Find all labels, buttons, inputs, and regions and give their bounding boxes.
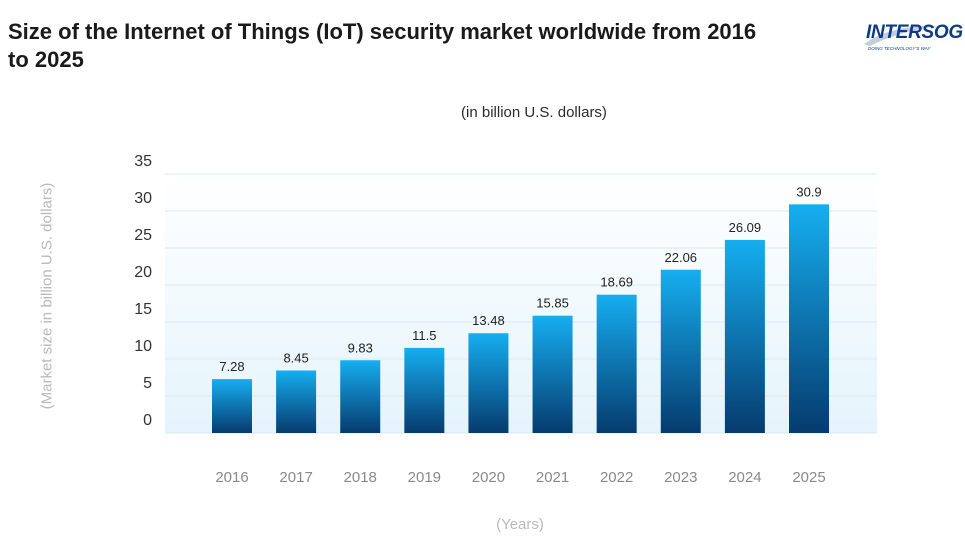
data-label: 8.45 <box>283 350 308 365</box>
y-tick-label: 30 <box>134 190 152 207</box>
y-tick-label: 15 <box>134 301 152 318</box>
data-label: 7.28 <box>219 359 244 374</box>
bar <box>596 294 637 433</box>
logo-wordmark: INTERSOG <box>866 22 963 43</box>
data-label: 18.69 <box>600 275 633 290</box>
chart-subtitle: (in billion U.S. dollars) <box>461 104 607 121</box>
bar <box>660 269 701 433</box>
bar <box>212 379 252 433</box>
x-tick-label: 2016 <box>215 469 248 486</box>
x-tick-label: 2018 <box>344 469 377 486</box>
y-tick-label: 25 <box>134 227 152 244</box>
data-label: 11.5 <box>412 328 436 343</box>
x-tick-label: 2025 <box>792 469 825 486</box>
y-tick-label: 5 <box>143 375 152 392</box>
x-tick-label: 2022 <box>600 469 633 486</box>
data-label: 13.48 <box>472 313 505 328</box>
chart-title: Size of the Internet of Things (IoT) sec… <box>8 19 757 72</box>
x-tick-label: 2021 <box>536 469 569 486</box>
y-tick-label: 0 <box>143 412 152 429</box>
x-tick-label: 2020 <box>472 469 505 486</box>
bar <box>789 204 829 433</box>
y-tick-label: 35 <box>134 153 152 170</box>
data-label: 15.85 <box>536 296 569 311</box>
bar <box>340 360 381 433</box>
bar <box>404 347 445 433</box>
bar <box>532 315 573 433</box>
x-tick-label: 2017 <box>279 469 312 486</box>
bar <box>724 239 765 433</box>
y-tick-label: 20 <box>134 264 152 281</box>
runner-icon <box>864 25 940 46</box>
x-axis-label: (Years) <box>496 516 544 533</box>
data-label: 22.06 <box>665 250 698 265</box>
data-label: 26.09 <box>729 220 762 235</box>
bar <box>276 370 317 433</box>
y-tick-label: 10 <box>134 338 152 355</box>
intersog-logo: INTERSOG DOING TECHNOLOGY'S WAY <box>862 20 963 60</box>
logo-tagline: DOING TECHNOLOGY'S WAY <box>868 46 931 51</box>
x-tick-label: 2024 <box>728 469 761 486</box>
data-label: 30.9 <box>796 184 821 199</box>
bar <box>468 333 509 433</box>
x-tick-label: 2019 <box>408 469 441 486</box>
x-tick-label: 2023 <box>664 469 697 486</box>
plot-area <box>165 174 877 433</box>
data-label: 9.83 <box>348 340 373 355</box>
